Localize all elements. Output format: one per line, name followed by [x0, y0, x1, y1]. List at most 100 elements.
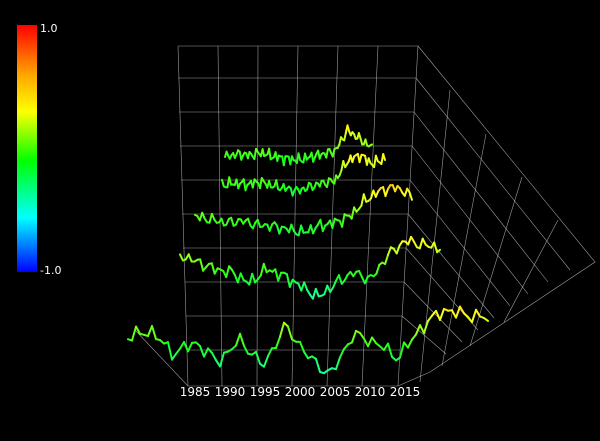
series-4-segment — [262, 262, 268, 274]
series-2-segment — [259, 177, 263, 190]
x-axis-ticks: 1985 1990 1995 2000 2005 2010 2015 — [180, 385, 421, 399]
series-4-segment — [413, 240, 418, 249]
series-5-segment — [299, 340, 305, 353]
series-4-segment — [213, 267, 219, 275]
series-5-segment — [171, 352, 177, 361]
series-4-segment — [210, 262, 216, 275]
series-4-segment — [332, 279, 337, 289]
series-3-segment — [220, 217, 225, 227]
series-5-segment — [243, 344, 249, 355]
series-5-segment — [411, 333, 417, 341]
series-3-segment — [319, 218, 324, 233]
series-1-segment — [364, 138, 369, 147]
colorbar-gradient — [17, 25, 37, 272]
grid-line — [134, 329, 189, 387]
series-5-segment — [219, 351, 225, 368]
x-tick-label: 2015 — [390, 385, 421, 399]
x-tick-label: 1990 — [215, 385, 246, 399]
colorbar: 1.0 -1.0 — [17, 22, 61, 277]
series-1-segment — [282, 155, 287, 167]
series-2-segment — [228, 176, 233, 186]
series-4-segment — [285, 273, 291, 288]
series-3-segment — [210, 212, 216, 221]
x-tick-label: 2000 — [285, 385, 316, 399]
series-5-segment — [151, 325, 157, 341]
grid-line — [415, 77, 571, 271]
series-4-segment — [343, 273, 349, 282]
series-2-segment — [382, 153, 386, 161]
grid-line — [407, 213, 495, 319]
series-3-segment — [201, 211, 206, 220]
series-1 — [224, 124, 373, 167]
series-5-segment — [407, 338, 413, 349]
series-2 — [221, 152, 386, 197]
series-4-segment — [187, 253, 193, 263]
series-1-segment — [369, 143, 373, 147]
series-5-segment — [455, 305, 461, 319]
series-5-segment — [199, 345, 205, 358]
series-4-segment — [433, 241, 439, 254]
grid-line — [217, 45, 223, 387]
grid-line — [405, 247, 479, 331]
series-1-segment — [268, 147, 272, 161]
series-5-segment — [187, 341, 193, 353]
series-5-segment — [211, 351, 217, 362]
series-5-segment — [359, 332, 365, 340]
series-5-segment — [371, 336, 377, 345]
series-5-segment — [275, 335, 281, 349]
series-5-segment — [419, 324, 425, 335]
series-5-segment — [427, 314, 433, 322]
series-2-segment — [251, 178, 256, 189]
series-4-segment — [311, 287, 317, 300]
series-1-segment — [343, 131, 347, 142]
series-3-segment — [331, 217, 336, 229]
series-5 — [127, 305, 489, 375]
series-3-segment — [341, 213, 346, 228]
series-5-segment — [167, 341, 173, 361]
series-3-segment — [235, 218, 240, 226]
series-4-segment — [251, 272, 257, 284]
series-5-segment — [131, 325, 137, 342]
series-2-segment — [333, 174, 338, 185]
series-4-segment — [303, 281, 309, 291]
series-2-segment — [358, 153, 363, 164]
x-tick-label: 1985 — [180, 385, 211, 399]
series-5-segment — [459, 305, 465, 315]
side-wall — [397, 45, 596, 387]
series-4-segment — [375, 263, 381, 275]
series-1-segment — [297, 152, 302, 161]
series-4-segment — [418, 237, 424, 250]
series-3-segment — [290, 223, 295, 232]
series-4-segment — [277, 271, 283, 282]
series-5-segment — [387, 342, 393, 358]
colorbar-min-label: -1.0 — [40, 264, 61, 277]
series-4-segment — [274, 268, 280, 282]
series-4-segment — [387, 246, 392, 256]
series-1-segment — [253, 147, 257, 161]
series-5-segment — [415, 324, 421, 336]
series-4-segment — [259, 262, 265, 277]
series-5-segment — [339, 348, 345, 359]
series-5-segment — [175, 347, 181, 355]
series-4-segment — [337, 274, 343, 285]
series-2-segment — [326, 177, 330, 189]
series-3-segment — [384, 188, 389, 198]
series-4 — [179, 235, 441, 300]
series-3-segment — [268, 223, 274, 232]
series-5-segment — [267, 347, 273, 358]
grid-line — [256, 45, 259, 387]
series-5-segment — [351, 329, 357, 344]
series-3-segment — [251, 221, 257, 230]
series-5-segment — [435, 309, 441, 321]
series-4-segment — [384, 253, 389, 265]
series-2-segment — [306, 181, 310, 191]
series-3-segment — [278, 225, 283, 235]
grid-line — [291, 45, 299, 387]
series-5-segment — [471, 308, 477, 324]
series-3-segment — [225, 218, 230, 226]
series-5-segment — [207, 347, 213, 354]
grid-line — [401, 315, 447, 355]
series-4-segment — [436, 248, 441, 254]
series-4-segment — [199, 258, 205, 272]
